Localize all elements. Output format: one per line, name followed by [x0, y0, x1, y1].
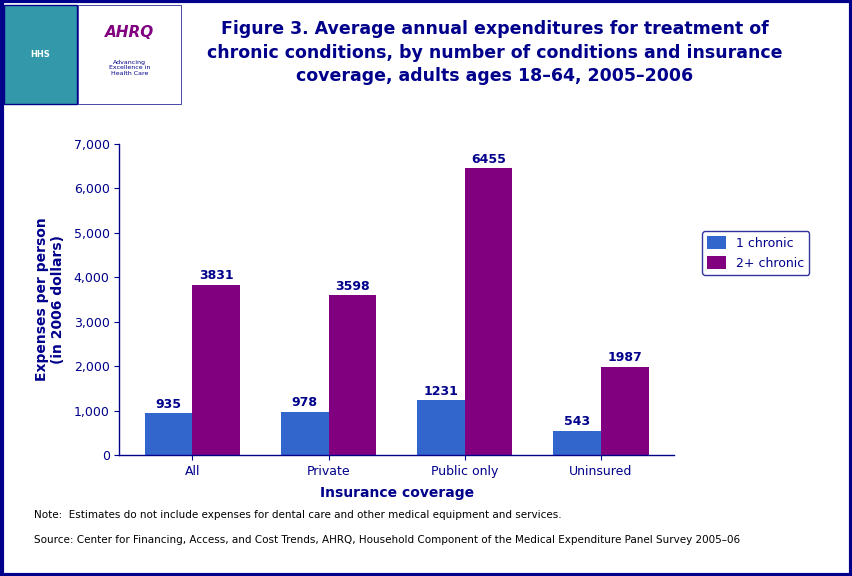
Text: Source: Center for Financing, Access, and Cost Trends, AHRQ, Household Component: Source: Center for Financing, Access, an… — [34, 535, 740, 544]
Text: HHS: HHS — [30, 50, 50, 59]
Text: AHRQ: AHRQ — [105, 25, 154, 40]
Text: 935: 935 — [155, 398, 181, 411]
Bar — [464, 168, 512, 455]
Bar — [192, 285, 239, 455]
Text: 1231: 1231 — [423, 385, 458, 398]
Text: 3831: 3831 — [199, 270, 233, 282]
Text: Advancing
Excellence in
Health Care: Advancing Excellence in Health Care — [109, 59, 150, 76]
X-axis label: Insurance coverage: Insurance coverage — [320, 486, 473, 500]
Bar — [417, 400, 464, 455]
FancyBboxPatch shape — [4, 6, 77, 104]
Text: Note:  Estimates do not include expenses for dental care and other medical equip: Note: Estimates do not include expenses … — [34, 510, 561, 520]
Y-axis label: Expenses per person
(in 2006 dollars): Expenses per person (in 2006 dollars) — [35, 218, 66, 381]
Text: 6455: 6455 — [470, 153, 505, 166]
Text: Figure 3. Average annual expenditures for treatment of
chronic conditions, by nu: Figure 3. Average annual expenditures fo… — [207, 20, 781, 85]
Legend: 1 chronic, 2+ chronic: 1 chronic, 2+ chronic — [701, 231, 809, 275]
Bar — [280, 412, 328, 455]
FancyBboxPatch shape — [78, 6, 181, 104]
Bar — [328, 295, 376, 455]
Text: 543: 543 — [563, 415, 590, 429]
Bar — [145, 414, 192, 455]
Bar — [553, 431, 601, 455]
Text: 1987: 1987 — [607, 351, 642, 364]
Bar — [601, 367, 648, 455]
Text: 978: 978 — [291, 396, 317, 409]
Text: 3598: 3598 — [335, 280, 369, 293]
